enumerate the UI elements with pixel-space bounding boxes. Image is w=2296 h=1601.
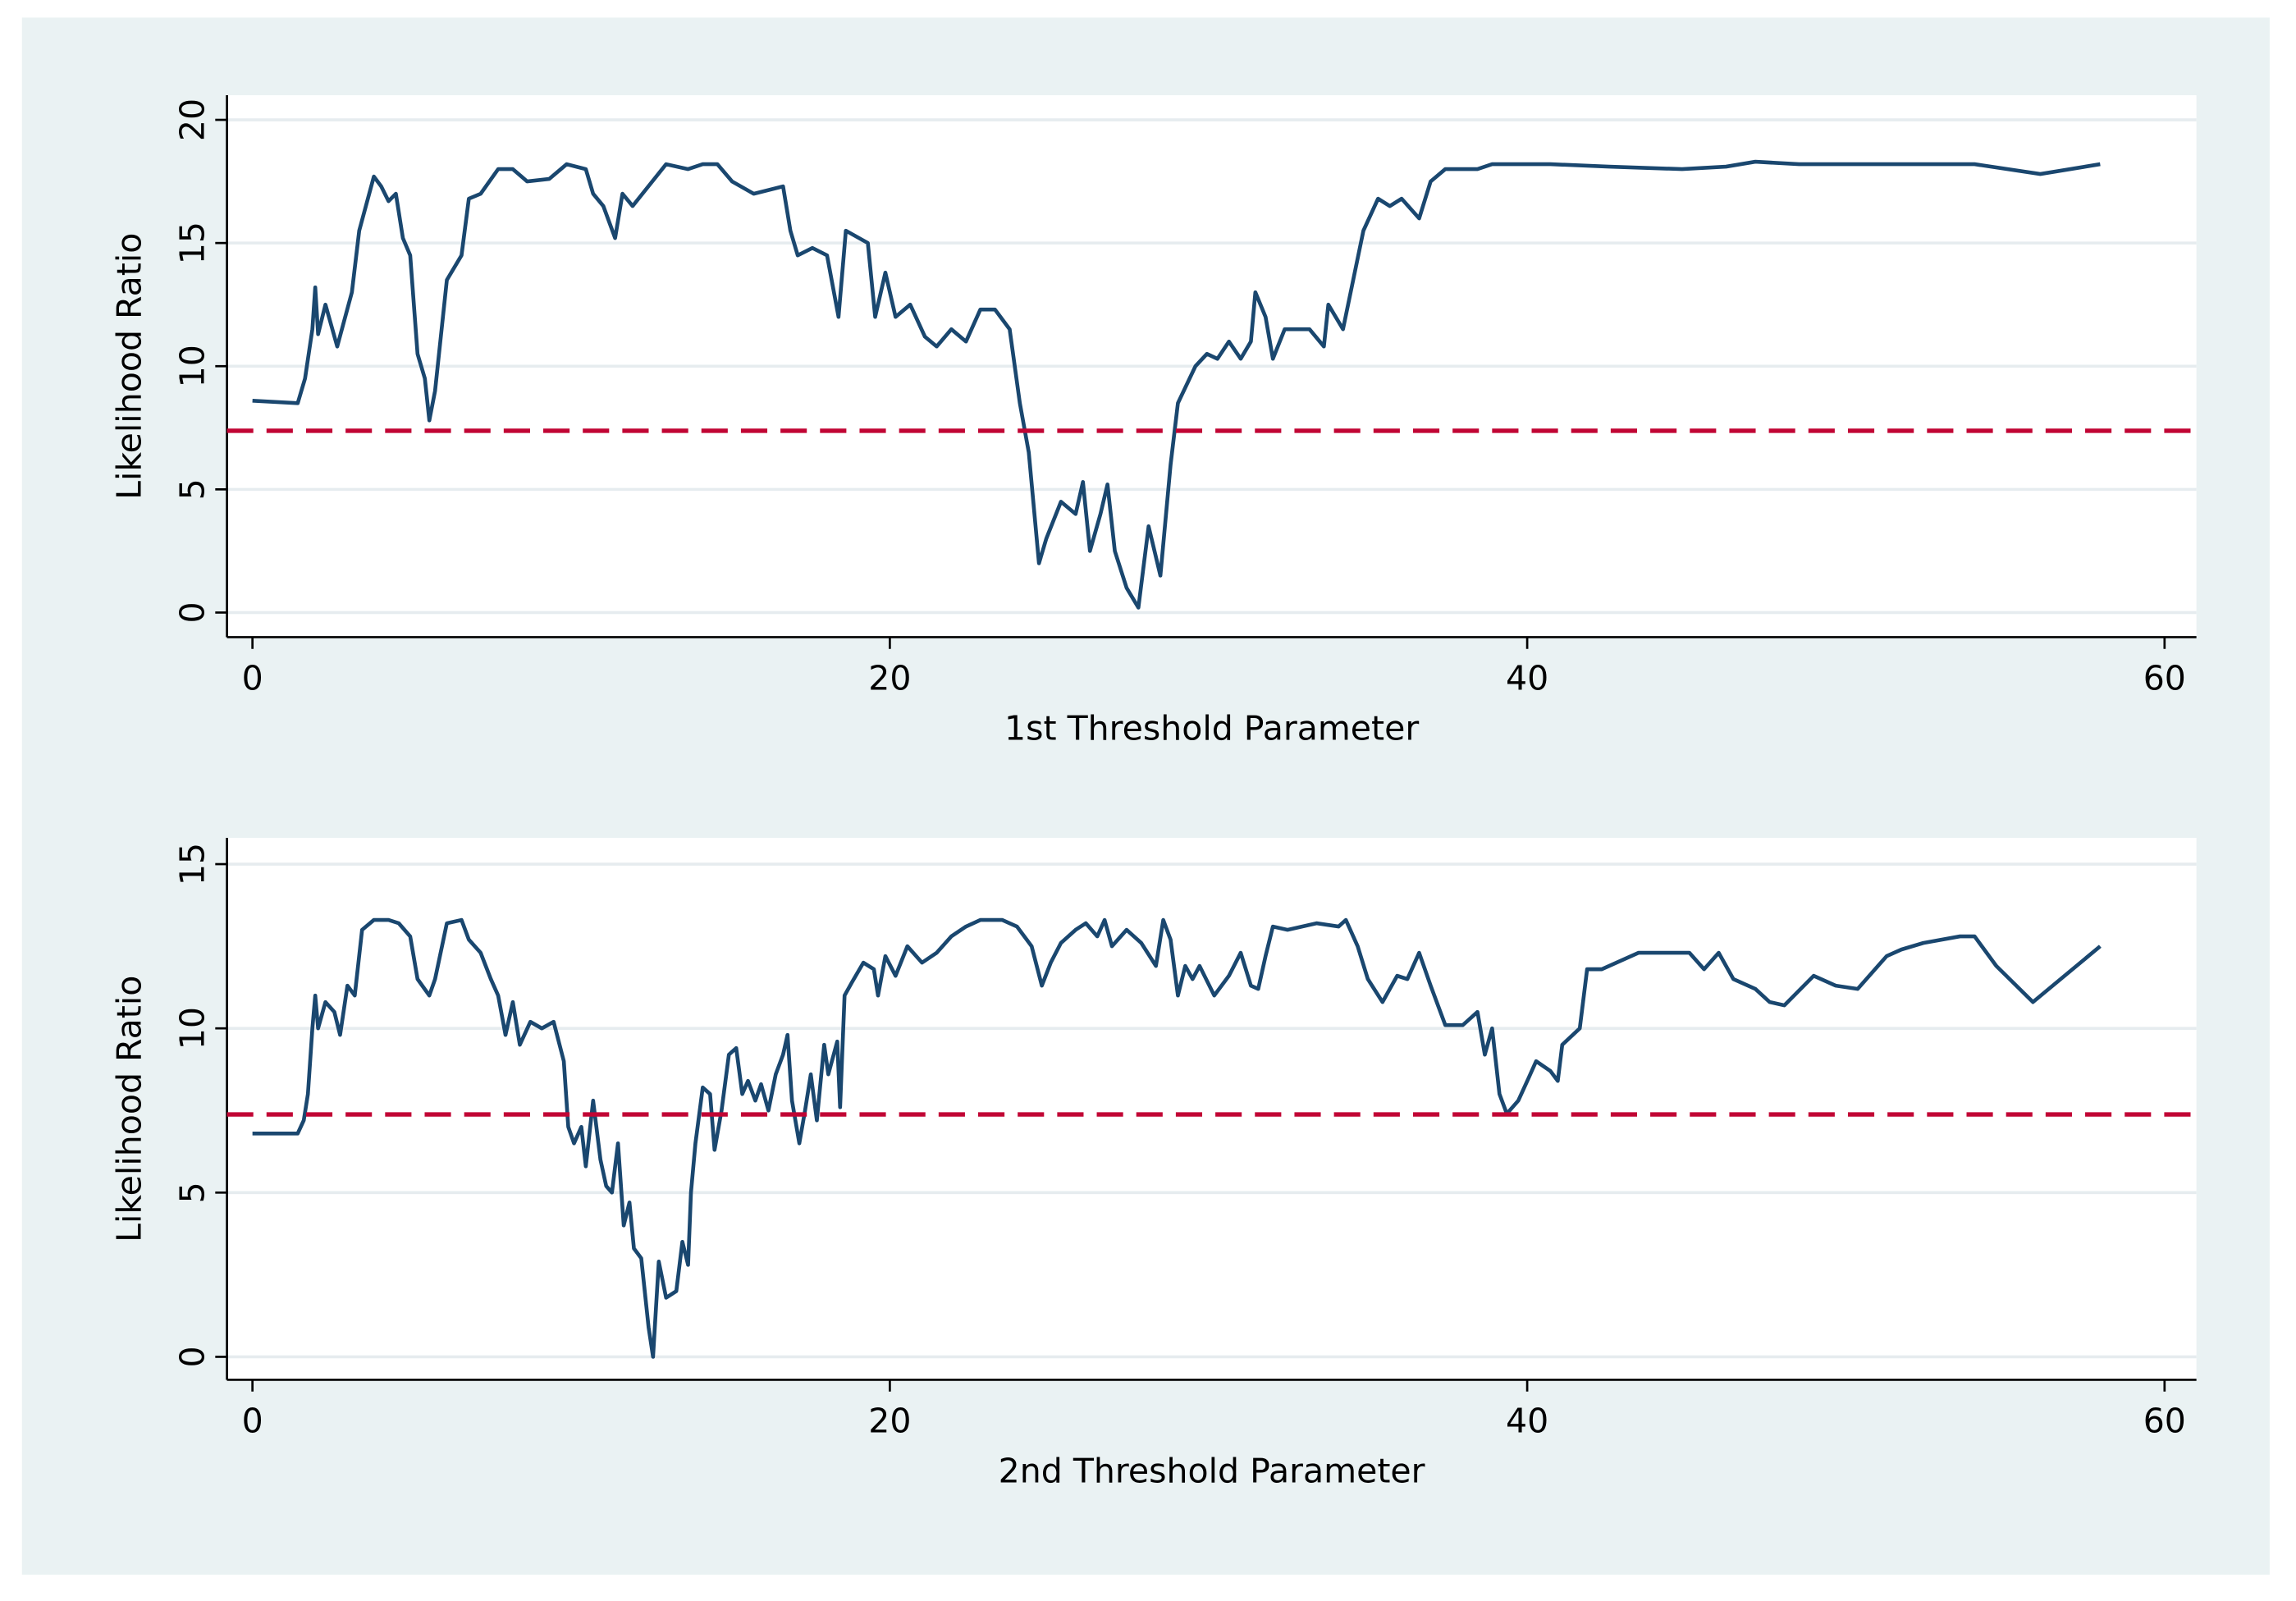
x-tick-label: 20 bbox=[868, 1402, 911, 1441]
x-axis-title: 2nd Threshold Parameter bbox=[999, 1451, 1425, 1490]
y-axis-title: Likelihood Ratio bbox=[109, 233, 149, 500]
data-line bbox=[252, 917, 2102, 1359]
x-tick-label: 60 bbox=[2143, 659, 2186, 698]
y-tick-label: 5 bbox=[172, 478, 212, 500]
y-tick-label: 20 bbox=[172, 98, 212, 141]
x-tick-label: 40 bbox=[1506, 659, 1548, 698]
x-tick-label: 60 bbox=[2143, 1402, 2186, 1441]
x-axis-title: 1st Threshold Parameter bbox=[1004, 708, 1419, 748]
y-tick-label: 10 bbox=[172, 1007, 212, 1050]
y-tick-label: 15 bbox=[172, 843, 212, 885]
plot-area bbox=[226, 838, 2197, 1380]
y-tick-label: 0 bbox=[172, 602, 212, 623]
y-tick-label: 0 bbox=[172, 1346, 212, 1367]
y-tick-label: 5 bbox=[172, 1182, 212, 1203]
x-tick-label: 40 bbox=[1506, 1402, 1548, 1441]
x-tick-label: 0 bbox=[242, 659, 263, 698]
data-line bbox=[252, 159, 2101, 610]
y-tick-label: 10 bbox=[172, 345, 212, 387]
x-tick-label: 0 bbox=[242, 1402, 263, 1441]
x-tick-label: 20 bbox=[868, 659, 911, 698]
y-tick-label: 15 bbox=[172, 222, 212, 264]
y-axis-title: Likelihood Ratio bbox=[109, 976, 149, 1242]
